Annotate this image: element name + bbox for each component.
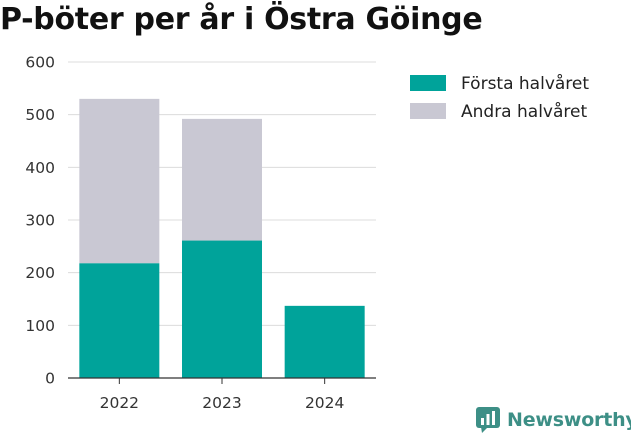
x-tick-label: 2022: [100, 394, 139, 412]
bars: [79, 98, 365, 378]
x-axis: 2022 2023 2024: [68, 377, 376, 412]
y-tick-label: 500: [25, 106, 55, 124]
bar-2023-series-1: [182, 118, 262, 241]
legend-label: Första halvåret: [461, 73, 589, 94]
x-tick-label: 2023: [202, 394, 241, 412]
bar-2024-series-0: [284, 305, 365, 378]
y-tick-label: 100: [25, 317, 55, 335]
y-tick-label: 200: [25, 264, 55, 282]
legend-swatch: [410, 75, 446, 91]
y-tick-label: 300: [25, 212, 55, 230]
x-tick-label: 2024: [305, 394, 344, 412]
y-tick-label: 600: [25, 54, 55, 72]
newsworthy-brand: Newsworthy: [476, 407, 631, 433]
legend-swatch: [410, 103, 446, 119]
bar-2022-series-1: [79, 98, 160, 264]
brand-name: Newsworthy: [507, 409, 631, 431]
y-axis-ticks: 0 100 200 300 400 500 600: [25, 54, 55, 388]
legend: Första halvåret Andra halvåret: [410, 73, 589, 122]
bar-2022-series-0: [79, 263, 160, 378]
legend-label: Andra halvåret: [461, 101, 587, 122]
y-tick-label: 0: [45, 370, 55, 388]
bar-2023-series-0: [182, 240, 262, 378]
newsworthy-logo-icon: [476, 407, 500, 433]
y-tick-label: 400: [25, 159, 55, 177]
chart-title: P-böter per år i Östra Göinge: [0, 2, 483, 37]
